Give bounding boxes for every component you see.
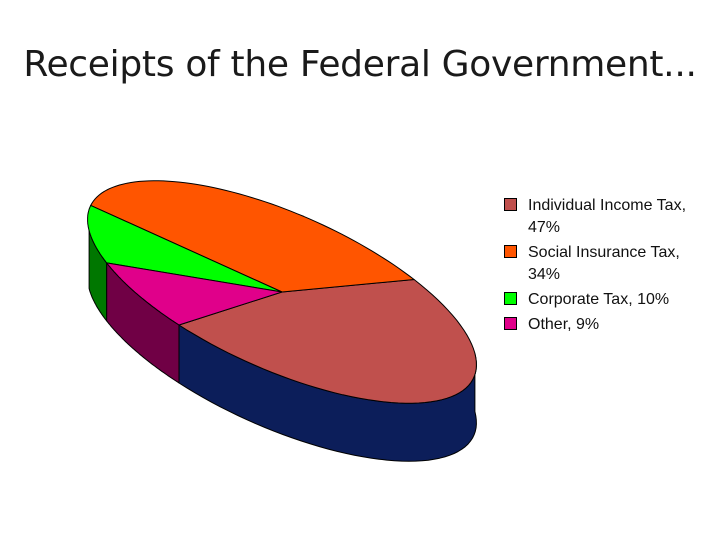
slice-individual-income-tax-top — [178, 279, 477, 404]
legend-item-other: Other, 9% — [504, 314, 714, 336]
slice-other-top — [106, 262, 283, 326]
legend-swatch-corporate-tax — [504, 292, 517, 305]
legend-item-social-insurance-tax: Social Insurance Tax, 34% — [504, 242, 714, 286]
chart-title: Receipts of the Federal Government... — [23, 44, 697, 85]
legend-swatch-other — [504, 317, 517, 330]
legend-item-corporate-tax: Corporate Tax, 10% — [504, 289, 714, 311]
slice-social-insurance-tax-top — [90, 180, 415, 293]
legend-item-individual-income-tax: Individual Income Tax, 47% — [504, 195, 714, 239]
legend-label-corporate-tax: Corporate Tax, 10% — [528, 291, 670, 308]
legend: Individual Income Tax, 47% Social Insura… — [504, 195, 714, 339]
legend-swatch-individual-income-tax — [504, 198, 517, 211]
legend-label-other: Other, 9% — [528, 316, 600, 333]
legend-label-social-insurance-tax: Social Insurance Tax, 34% — [528, 244, 680, 283]
slice-corporate-tax-top — [87, 204, 283, 293]
legend-label-individual-income-tax: Individual Income Tax, 47% — [528, 197, 687, 236]
legend-swatch-social-insurance-tax — [504, 245, 517, 258]
